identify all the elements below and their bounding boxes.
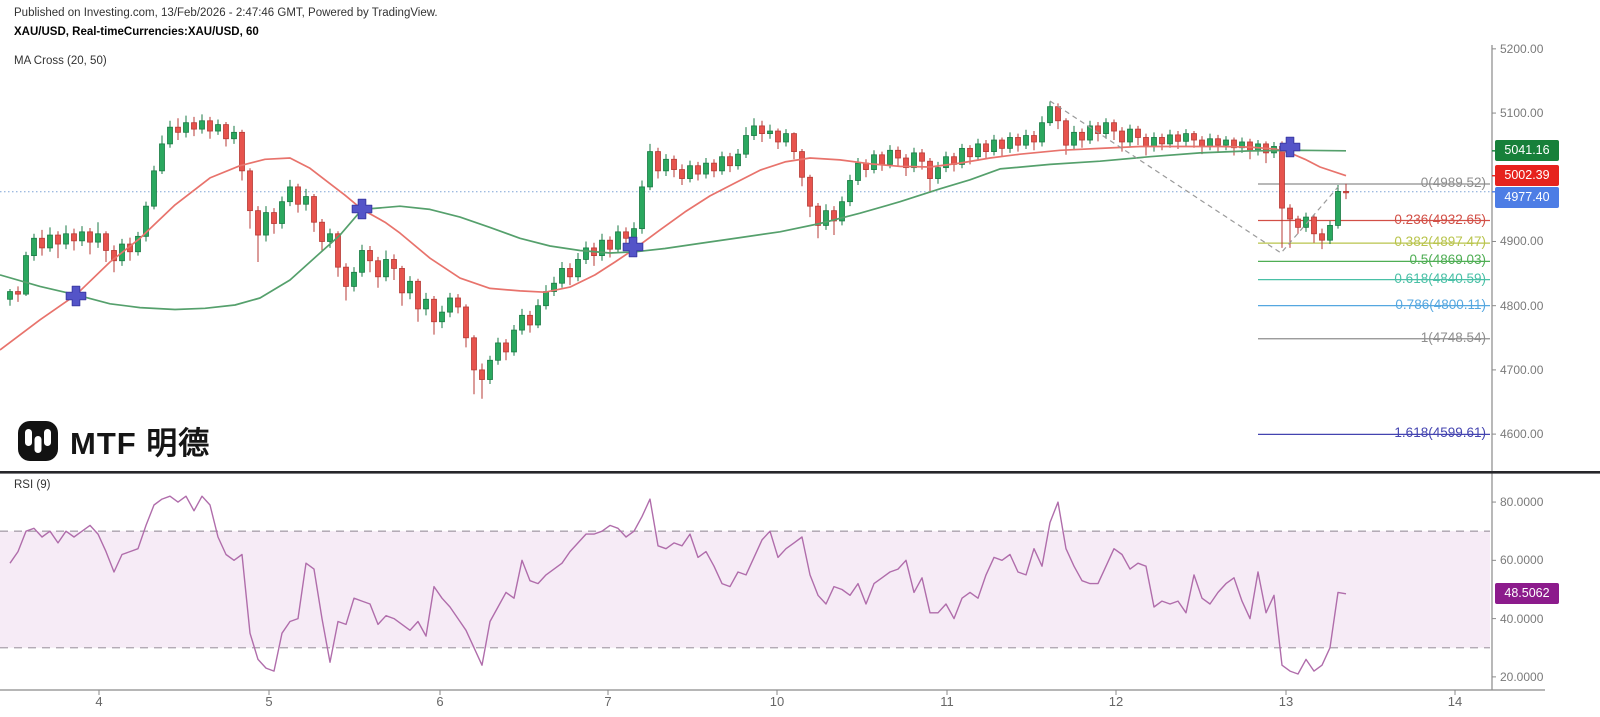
- fib-level-label: 0.786(4800.11): [1395, 297, 1486, 312]
- brand-watermark: MTF 明德: [18, 418, 210, 463]
- time-axis-label: 12: [1108, 694, 1124, 709]
- ma-cross-marker: [351, 198, 373, 220]
- fib-level-label: 0.382(4897.47): [1394, 234, 1486, 249]
- time-axis-label: 11: [940, 694, 954, 709]
- main-chart-pane[interactable]: [0, 45, 1492, 463]
- ma-slow-line: [0, 149, 1347, 311]
- published-attribution: Published on Investing.com, 13/Feb/2026 …: [14, 7, 438, 19]
- rsi-value-badge: 48.5062: [1495, 583, 1559, 604]
- price-axis-label: 4800.00: [1500, 299, 1544, 313]
- fib-level-label: 0.236(4932.65): [1394, 212, 1486, 227]
- brand-logo-icon: [18, 420, 58, 461]
- price-axis-badge: 4977.40: [1495, 187, 1559, 208]
- time-axis-label: 5: [265, 694, 273, 709]
- ma-cross-indicator-label[interactable]: MA Cross (20, 50): [14, 55, 107, 67]
- price-axis-label: 5100.00: [1500, 106, 1544, 120]
- rsi-axis-label: 20.0000: [1500, 670, 1544, 684]
- fib-level-label: 1(4748.54): [1420, 330, 1486, 345]
- time-axis-scale[interactable]: [0, 690, 1600, 717]
- brand-watermark-text: MTF 明德: [70, 426, 211, 461]
- rsi-axis-label: 60.0000: [1500, 553, 1544, 567]
- rsi-chart-pane[interactable]: [0, 477, 1492, 690]
- time-axis-label: 4: [95, 694, 103, 709]
- price-axis-label: 5200.00: [1500, 42, 1544, 56]
- time-axis-label: 13: [1278, 694, 1294, 709]
- price-axis-label: 4900.00: [1500, 234, 1544, 248]
- pane-divider: [0, 471, 1600, 474]
- ma-cross-marker: [622, 236, 644, 258]
- fib-trend-dashed-line: [1049, 100, 1339, 254]
- candles-group: [7, 101, 1349, 399]
- fib-level-label: 1.618(4599.61): [1394, 425, 1486, 440]
- price-axis-label: 4700.00: [1500, 363, 1544, 377]
- rsi-line: [9, 495, 1347, 675]
- symbol-title: XAU/USD, Real-timeCurrencies:XAU/USD, 60: [14, 26, 259, 38]
- rsi-indicator-label[interactable]: RSI (9): [14, 479, 51, 491]
- ma-fast-line: [0, 145, 1347, 351]
- time-axis-label: 14: [1447, 694, 1463, 709]
- time-axis-label: 10: [769, 694, 785, 709]
- price-axis-label: 4600.00: [1500, 427, 1544, 441]
- price-axis-badge: 5041.16: [1495, 140, 1559, 161]
- fib-level-label: 0.618(4840.59): [1394, 271, 1486, 286]
- rsi-axis-label: 80.0000: [1500, 495, 1544, 509]
- rsi-band: [0, 531, 1490, 648]
- ma-cross-marker: [65, 285, 87, 307]
- fib-level-label: 0.5(4869.03): [1409, 252, 1486, 267]
- ma-cross-marker: [1279, 136, 1301, 158]
- time-axis-label: 7: [604, 694, 612, 709]
- time-axis-label: 6: [436, 694, 444, 709]
- fib-level-label: 0(4989.52): [1420, 175, 1486, 190]
- price-axis-badge: 5002.39: [1495, 165, 1559, 186]
- rsi-axis-label: 40.0000: [1500, 612, 1544, 626]
